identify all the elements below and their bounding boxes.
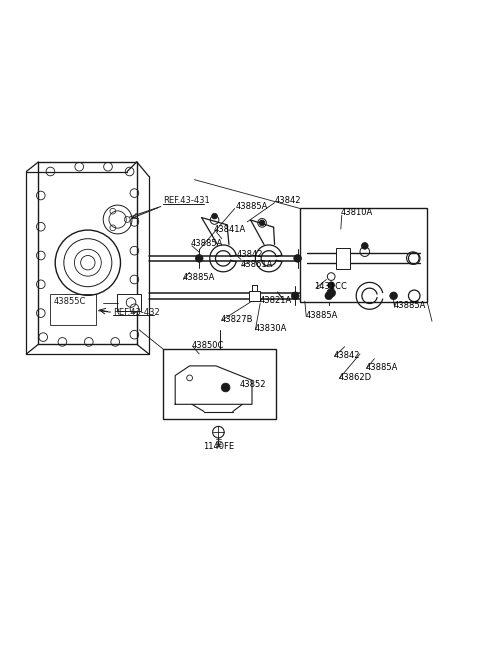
Text: 43841A: 43841A (214, 225, 246, 234)
Text: 1431CC: 1431CC (314, 282, 347, 291)
Text: 43885A: 43885A (394, 301, 426, 310)
Circle shape (195, 255, 203, 262)
Text: 43885A: 43885A (235, 202, 267, 211)
Bar (50, 294, 96, 325)
Bar (300, 208, 427, 302)
Text: 43842: 43842 (334, 351, 360, 360)
Text: 43855C: 43855C (54, 297, 86, 306)
Text: 43850C: 43850C (192, 341, 224, 350)
Circle shape (291, 292, 299, 299)
Text: 43827B: 43827B (221, 315, 253, 324)
Circle shape (259, 220, 265, 226)
Circle shape (390, 292, 397, 299)
Text: REF.43-432: REF.43-432 (113, 308, 159, 316)
Text: 43885A: 43885A (191, 240, 223, 248)
Text: 43861A: 43861A (241, 259, 273, 269)
Circle shape (342, 255, 349, 262)
Bar (163, 349, 276, 419)
Circle shape (294, 255, 301, 262)
Circle shape (361, 242, 368, 250)
Bar (117, 294, 141, 311)
Text: 1140FE: 1140FE (203, 442, 234, 451)
Circle shape (212, 214, 217, 219)
Text: 43885A: 43885A (366, 363, 398, 372)
Text: 43821A: 43821A (259, 296, 291, 305)
Circle shape (221, 383, 230, 392)
Text: 43852: 43852 (240, 380, 266, 388)
Text: 43885A: 43885A (182, 273, 215, 282)
Circle shape (327, 289, 336, 297)
Text: 43842: 43842 (237, 250, 263, 259)
Text: 43862D: 43862D (338, 373, 372, 382)
Bar (249, 291, 260, 301)
Bar (336, 248, 350, 269)
Text: 43810A: 43810A (341, 208, 373, 217)
Circle shape (325, 292, 333, 299)
Text: 43842: 43842 (275, 196, 301, 205)
Text: REF.43-431: REF.43-431 (163, 196, 210, 205)
Text: 43830A: 43830A (254, 324, 287, 333)
Text: 43885A: 43885A (305, 310, 337, 320)
Circle shape (328, 282, 335, 289)
